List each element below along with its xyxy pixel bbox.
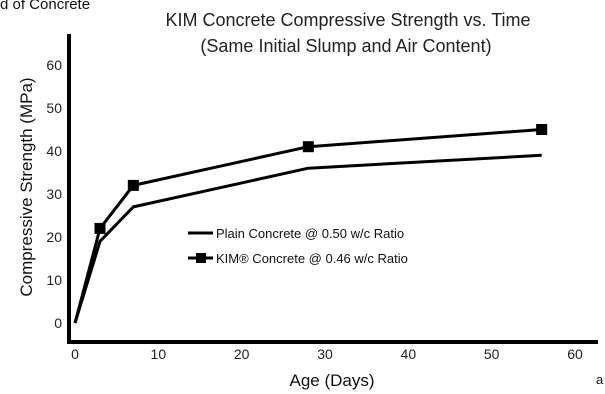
x-axis-label: Age (Days) bbox=[289, 371, 374, 390]
y-tick-label-0: 0 bbox=[54, 315, 62, 331]
chart-subtitle: (Same Initial Slump and Air Content) bbox=[200, 36, 491, 56]
series-1-point-4 bbox=[536, 124, 548, 135]
y-tick-label-60: 60 bbox=[46, 57, 62, 73]
series-1-point-2 bbox=[127, 179, 139, 191]
y-tick-label-10: 10 bbox=[46, 272, 62, 288]
y-tick-labels: 0 10 20 30 40 50 60 bbox=[46, 57, 62, 331]
series-1-point-1 bbox=[94, 222, 106, 234]
y-axis-label: Compressive Strength (MPa) bbox=[17, 77, 36, 296]
x-tick-label-40: 40 bbox=[401, 346, 417, 362]
series-line-0 bbox=[73, 153, 542, 324]
x-tick-labels: 0 10 20 30 40 50 60 bbox=[71, 346, 583, 362]
legend: Plain Concrete @ 0.50 w/c Ratio KIM® Con… bbox=[188, 226, 408, 266]
y-tick-label-50: 50 bbox=[46, 100, 62, 116]
x-tick-label-50: 50 bbox=[484, 346, 500, 362]
series-layer bbox=[73, 124, 548, 324]
x-tick-label-0: 0 bbox=[71, 346, 79, 362]
legend-label-kim: KIM® Concrete @ 0.46 w/c Ratio bbox=[216, 251, 408, 266]
y-tick-label-30: 30 bbox=[46, 186, 62, 202]
y-tick-label-20: 20 bbox=[46, 229, 62, 245]
corner-caption: d of Concrete bbox=[0, 0, 91, 13]
series-1-point-3 bbox=[302, 141, 314, 153]
corner-mark: a bbox=[596, 372, 604, 387]
x-tick-label-30: 30 bbox=[317, 346, 333, 362]
legend-label-plain: Plain Concrete @ 0.50 w/c Ratio bbox=[216, 226, 404, 241]
legend-marker-kim bbox=[196, 253, 206, 263]
chart-title: KIM Concrete Compressive Strength vs. Ti… bbox=[165, 10, 530, 30]
x-tick-label-20: 20 bbox=[234, 346, 250, 362]
x-tick-label-10: 10 bbox=[151, 346, 167, 362]
x-tick-label-60: 60 bbox=[567, 346, 583, 362]
y-tick-label-40: 40 bbox=[46, 143, 62, 159]
